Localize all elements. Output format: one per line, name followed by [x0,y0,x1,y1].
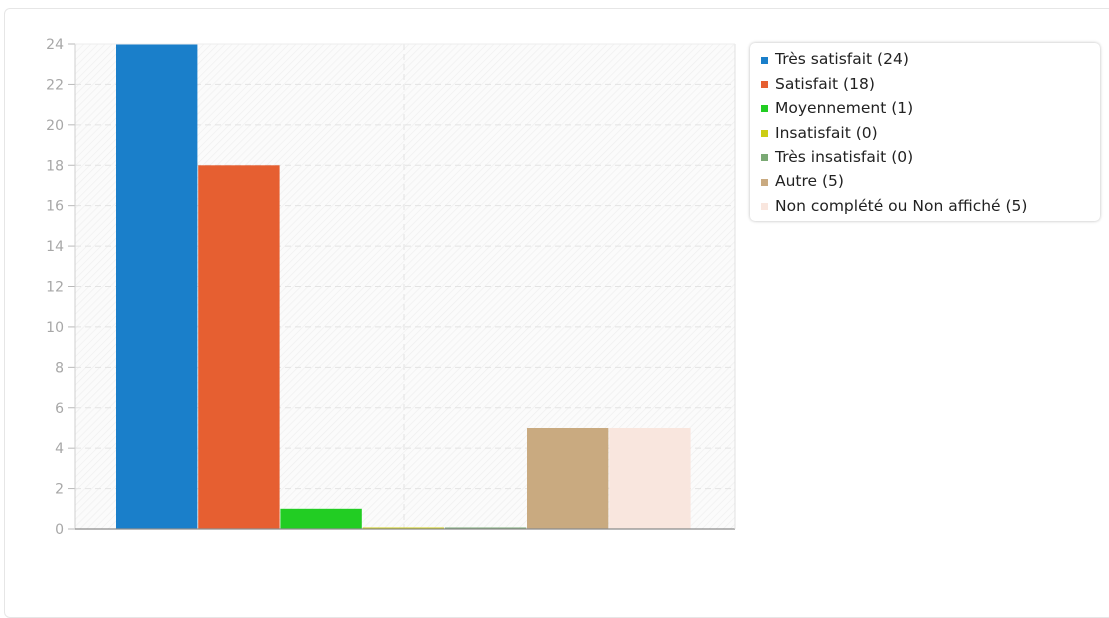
y-tick-label: 2 [55,482,64,498]
y-tick-label: 20 [46,118,64,134]
legend-item: Satisfait (18) [761,72,1100,96]
y-tick-label: 18 [46,158,64,174]
axes [74,43,736,530]
bars [116,44,691,530]
legend-label: Très satisfait (24) [775,50,909,69]
y-tick-label: 12 [46,280,64,296]
bar-7 [609,428,691,529]
legend-label: Non complété ou Non affiché (5) [775,196,1028,215]
legend-swatch [761,56,768,64]
y-tick-label: 24 [46,37,64,53]
chart-legend: Très satisfait (24) Satisfait (18) Moyenne… [750,43,1100,221]
legend-label: Très insatisfait (0) [775,148,914,166]
legend-item: Moyennement (1) [761,97,1100,121]
legend-swatch [761,81,768,89]
y-tick-label: 16 [46,199,64,215]
bar-2 [198,165,280,530]
legend-item: Très insatisfait (0) [761,146,1100,170]
legend-label: Autre (5) [775,172,844,191]
legend-item: Non complété ou Non affiché (5) [761,194,1100,218]
bar-4 [362,527,444,529]
bar-3 [280,508,362,529]
y-tick-label: 8 [55,360,64,376]
legend-item: Insatisfait (0) [761,121,1100,145]
legend-swatch [761,129,768,137]
legend-item: Très satisfait (24) [761,48,1100,72]
legend-swatch [761,105,768,113]
legend-label: Moyennement (1) [775,99,914,118]
y-tick-label: 0 [55,522,64,538]
bar-5 [444,527,527,529]
bar-1 [116,44,198,529]
bar-6 [527,428,609,529]
legend-swatch [761,178,768,186]
legend-label: Insatisfait (0) [775,123,878,142]
y-tick-label: 4 [55,441,64,457]
legend-label: Satisfait (18) [775,74,875,93]
y-tick-label: 10 [46,320,64,336]
y-tick-label: 22 [46,77,64,93]
legend-item: Autre (5) [761,170,1100,194]
y-tick-label: 6 [55,401,64,417]
legend-swatch [761,203,768,211]
legend-swatch [761,154,768,162]
y-tick-label: 14 [46,239,64,255]
